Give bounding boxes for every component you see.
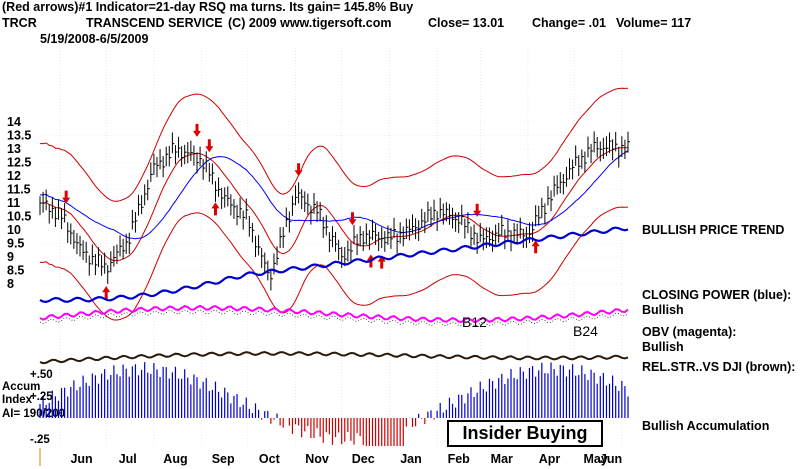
- obv-status: Bullish: [642, 340, 684, 354]
- header-close: Close= 13.01: [428, 16, 505, 30]
- y-tick-label: 12.5: [7, 156, 31, 170]
- closing-power-label: CLOSING POWER (blue):: [642, 288, 792, 302]
- sell-arrow: [62, 190, 71, 204]
- obv-line: [39, 304, 629, 323]
- sell-arrow: [193, 123, 202, 137]
- closing-power-line: [39, 226, 629, 304]
- x-tick-label: May: [584, 452, 608, 466]
- y-tick-label: 13: [7, 142, 21, 156]
- x-tick-label: Sep: [212, 452, 235, 466]
- rel-strength-label: REL.STR..VS DJI (brown):: [642, 360, 796, 374]
- x-tick-label: Oct: [259, 452, 281, 466]
- header-ticker: TRCR: [2, 16, 37, 30]
- bullish-accumulation-label: Bullish Accumulation: [642, 419, 770, 433]
- b24-signal-label: B24: [573, 323, 598, 339]
- bullish-price-trend-label: BULLISH PRICE TREND: [642, 223, 785, 237]
- buy-arrow: [531, 240, 540, 254]
- accum-tick-label: -.25: [30, 434, 50, 446]
- y-tick-label: 8: [7, 277, 14, 291]
- y-tick-label: 9: [7, 250, 14, 264]
- header-change: Change= .01: [532, 16, 606, 30]
- x-tick-label: Jul: [119, 452, 137, 466]
- insider-buying-box: Insider Buying: [447, 420, 603, 447]
- lower-band-line: [40, 206, 629, 321]
- y-tick-label: 9.5: [7, 237, 24, 251]
- buy-arrow: [211, 202, 220, 216]
- y-tick-label: 13.5: [7, 129, 31, 143]
- ma21-line: [40, 147, 629, 262]
- b12-signal-label: B12: [462, 314, 487, 330]
- index-label: Index: [2, 394, 33, 406]
- sell-arrow: [294, 163, 303, 177]
- accum-tick-label: +.25: [30, 391, 53, 403]
- header-company: TRANSCEND SERVICE: [86, 16, 223, 30]
- x-tick-label: Nov: [305, 452, 329, 466]
- x-tick-label: Jun: [70, 452, 92, 466]
- x-tick-label: Mar: [491, 452, 513, 466]
- insider-buying-text: Insider Buying: [462, 423, 588, 443]
- x-tick-label: Apr: [539, 452, 561, 466]
- accum-tick-label: +.50: [30, 369, 53, 381]
- x-tick-label: Dec: [352, 452, 375, 466]
- x-tick-label: Jan: [400, 452, 422, 466]
- header-date-range: 5/19/2008-6/5/2009: [40, 32, 149, 46]
- ma50-line: [40, 149, 629, 240]
- header-volume: Volume= 117: [616, 16, 692, 30]
- y-tick-label: 11: [7, 196, 20, 210]
- obv-label: OBV (magenta):: [642, 325, 737, 339]
- header-indicator-text: (Red arrows)#1 Indicator=21-day RSQ ma t…: [2, 0, 414, 14]
- price-bars: [39, 131, 630, 291]
- y-tick-label: 11.5: [7, 183, 31, 197]
- upper-band-line: [40, 87, 629, 202]
- rel-strength-line: [39, 350, 629, 365]
- y-tick-label: 10.5: [7, 210, 31, 224]
- x-tick-label: Aug: [163, 452, 187, 466]
- y-tick-label: 12: [7, 169, 21, 183]
- buy-arrow: [102, 286, 111, 300]
- y-tick-label: 14: [7, 115, 21, 129]
- x-tick-label: Jun: [600, 452, 622, 466]
- closing-power-status: Bullish: [642, 303, 684, 317]
- header-copyright: (C) 2009 www.tigersoft.com: [228, 16, 392, 30]
- y-tick-label: 10: [7, 223, 21, 237]
- y-tick-label: 8.5: [7, 264, 24, 278]
- sell-arrow: [205, 139, 214, 153]
- accum-label: Accum: [2, 381, 41, 393]
- accum-histogram: [39, 362, 629, 446]
- sell-arrow: [473, 203, 482, 217]
- sell-arrow: [348, 212, 357, 226]
- x-tick-label: Feb: [448, 452, 471, 466]
